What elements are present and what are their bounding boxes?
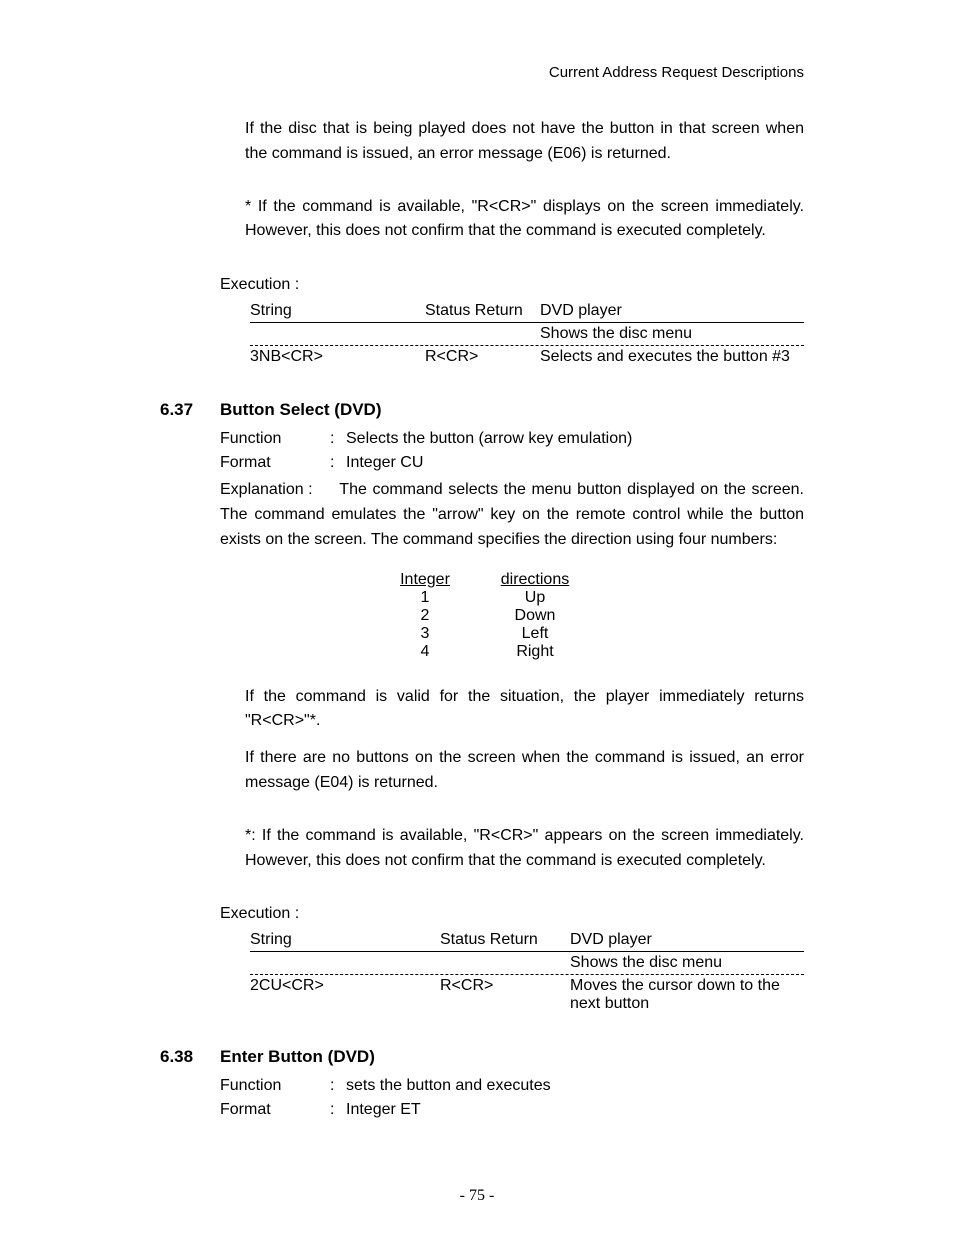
section-637-heading: 6.37 Button Select (DVD) xyxy=(160,400,804,420)
section-638-num: 6.38 xyxy=(160,1047,220,1067)
intro-p2: * If the command is available, "R<CR>" d… xyxy=(245,195,804,245)
exec1-r1c3: Shows the disc menu xyxy=(540,325,804,343)
s637-explain-label: Explanation : xyxy=(220,478,334,503)
s637-func-val: Selects the button (arrow key emulation) xyxy=(346,430,804,448)
exec2-h1: String xyxy=(250,931,440,949)
exec2-r2c1: 2CU<CR> xyxy=(250,977,440,1013)
exec1-table: String Status Return DVD player Shows th… xyxy=(250,300,804,368)
dir-r2c1: 2 xyxy=(370,607,480,625)
s637-p1: If the command is valid for the situatio… xyxy=(245,685,804,735)
s637-explanation: Explanation : The command selects the me… xyxy=(220,478,804,552)
s637-p3: *: If the command is available, "R<CR>" … xyxy=(245,824,804,874)
exec2-r2c3: Moves the cursor down to the next button xyxy=(570,977,804,1013)
s637-p2: If there are no buttons on the screen wh… xyxy=(245,746,804,796)
dir-h1: Integer xyxy=(400,571,450,588)
exec1-r2c3: Selects and executes the button #3 xyxy=(540,348,804,366)
s638-func-val: sets the button and executes xyxy=(346,1077,804,1095)
dir-r3c1: 3 xyxy=(370,625,480,643)
s637-kv: Function : Selects the button (arrow key… xyxy=(220,430,804,472)
exec2-r1c1 xyxy=(250,954,440,972)
dir-r4c2: Right xyxy=(480,643,590,661)
direction-table: Integer directions 1 Up 2 Down 3 Left 4 … xyxy=(370,571,804,661)
dir-r1c2: Up xyxy=(480,589,590,607)
section-637-title: Button Select (DVD) xyxy=(220,400,382,420)
page-number: - 75 - xyxy=(0,1187,954,1205)
dir-r2c2: Down xyxy=(480,607,590,625)
s637-format-label: Format xyxy=(220,454,330,472)
s638-format-label: Format xyxy=(220,1101,330,1119)
s638-kv: Function : sets the button and executes … xyxy=(220,1077,804,1119)
exec2-h3: DVD player xyxy=(570,931,804,949)
s638-format-val: Integer ET xyxy=(346,1101,804,1119)
dir-r1c1: 1 xyxy=(370,589,480,607)
exec1-h3: DVD player xyxy=(540,302,804,320)
exec2-table: String Status Return DVD player Shows th… xyxy=(250,929,804,1015)
exec1-h1: String xyxy=(250,302,425,320)
s637-func-label: Function xyxy=(220,430,330,448)
s638-func-label: Function xyxy=(220,1077,330,1095)
running-header: Current Address Request Descriptions xyxy=(160,64,804,81)
exec1-r2c2: R<CR> xyxy=(425,348,540,366)
section-637-num: 6.37 xyxy=(160,400,220,420)
intro-p1: If the disc that is being played does no… xyxy=(245,117,804,167)
exec2-r2c2: R<CR> xyxy=(440,977,570,1013)
exec1-label: Execution : xyxy=(220,276,804,294)
dir-r4c1: 4 xyxy=(370,643,480,661)
exec2-label: Execution : xyxy=(220,905,804,923)
s637-format-val: Integer CU xyxy=(346,454,804,472)
exec2-r1c2 xyxy=(440,954,570,972)
exec2-h2: Status Return xyxy=(440,931,570,949)
dir-h2: directions xyxy=(501,571,569,588)
exec1-r2c1: 3NB<CR> xyxy=(250,348,425,366)
section-638-heading: 6.38 Enter Button (DVD) xyxy=(160,1047,804,1067)
s637-body: If the command is valid for the situatio… xyxy=(245,685,804,874)
exec1-h2: Status Return xyxy=(425,302,540,320)
exec2-r1c3: Shows the disc menu xyxy=(570,954,804,972)
section-638-title: Enter Button (DVD) xyxy=(220,1047,375,1067)
exec1-r1c1 xyxy=(250,325,425,343)
intro-block: If the disc that is being played does no… xyxy=(245,117,804,244)
page: Current Address Request Descriptions If … xyxy=(0,0,954,1235)
exec1-r1c2 xyxy=(425,325,540,343)
dir-r3c2: Left xyxy=(480,625,590,643)
